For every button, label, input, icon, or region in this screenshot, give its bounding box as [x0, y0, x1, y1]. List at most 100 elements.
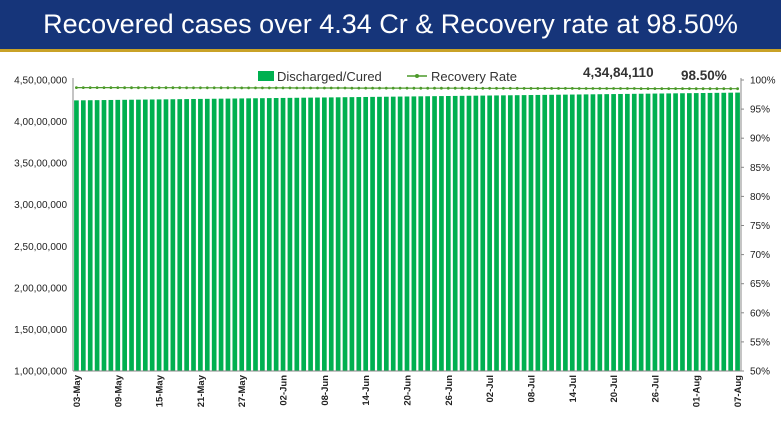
recovery-rate-point	[626, 87, 629, 90]
y2-tick-label: 85%	[750, 163, 770, 174]
y-tick-label: 4,50,00,000	[14, 76, 67, 87]
recovery-rate-point	[564, 87, 567, 90]
bar	[611, 94, 616, 371]
bar	[136, 99, 141, 371]
bar	[638, 93, 644, 372]
bar	[80, 100, 86, 371]
recovery-rate-point	[715, 87, 719, 91]
recovery-rate-point	[357, 86, 361, 90]
bar	[556, 94, 561, 372]
bar	[411, 96, 417, 371]
recovery-rate-point	[75, 86, 78, 89]
recovery-rate-point	[102, 86, 106, 89]
recovery-rate-point	[681, 87, 684, 90]
recovery-rate-point	[522, 87, 526, 90]
bar	[418, 96, 424, 371]
recovery-rate-point	[116, 86, 120, 89]
bar	[246, 98, 251, 371]
bar	[542, 94, 548, 372]
x-tick-label: 26-Jun	[444, 375, 455, 406]
recovery-rate-point	[529, 87, 533, 90]
bar	[156, 99, 162, 372]
bar	[597, 94, 603, 371]
recovery-rate-point	[137, 86, 140, 90]
x-tick-label: 14-Jul	[568, 375, 579, 402]
recovery-rate-point	[701, 87, 705, 91]
recovery-rate-point	[226, 86, 230, 90]
recovery-rate-point	[550, 87, 553, 90]
bar	[631, 93, 637, 371]
recovery-rate-point	[302, 86, 306, 90]
bar	[198, 98, 203, 371]
recovery-rate-point	[453, 86, 457, 90]
bar	[700, 93, 706, 371]
bar	[370, 96, 375, 371]
y2-tick-label: 60%	[750, 308, 770, 319]
recovery-rate-point	[309, 86, 312, 90]
bar	[129, 99, 134, 371]
bar	[735, 92, 740, 371]
bar	[528, 95, 534, 371]
bar	[184, 99, 189, 371]
recovery-rate-point	[515, 86, 519, 90]
bar	[294, 97, 300, 371]
bar	[211, 98, 217, 371]
recovery-rate-point	[240, 86, 244, 90]
y2-tick-label: 80%	[750, 192, 770, 203]
x-tick-label: 14-Jun	[361, 375, 372, 406]
recovery-rate-point	[433, 86, 436, 90]
bar	[625, 93, 630, 372]
x-tick-label: 15-May	[155, 374, 166, 407]
recovery-rate-point	[646, 87, 650, 90]
bar	[273, 98, 279, 372]
bar	[377, 96, 382, 371]
recovery-rate-point	[336, 86, 340, 90]
recovery-rate-point	[288, 86, 292, 90]
bar	[315, 97, 320, 371]
x-tick-label: 02-Jun	[279, 375, 290, 406]
bar	[583, 94, 589, 371]
x-tick-label: 20-Jun	[403, 375, 414, 406]
bar	[170, 99, 176, 372]
bar	[590, 94, 596, 372]
recovery-rate-point	[708, 87, 712, 91]
recovery-rate-point	[481, 86, 485, 90]
bar	[142, 99, 148, 371]
bar	[384, 96, 389, 371]
recovery-rate-point	[205, 86, 209, 90]
recovery-rate-point	[591, 87, 595, 90]
bar	[466, 95, 472, 371]
bar	[714, 92, 720, 371]
bar	[239, 98, 245, 372]
bar	[473, 95, 479, 372]
bar	[122, 99, 127, 372]
recovery-rate-point	[398, 86, 402, 90]
bar	[439, 96, 444, 371]
bar	[514, 95, 520, 371]
recovery-rate-point	[632, 87, 636, 90]
annotations: 4,34,84,110 98.50%	[583, 65, 727, 83]
annotation-latest-recovery-rate: 98.50%	[681, 68, 727, 83]
bar	[218, 98, 224, 372]
recovery-rate-point	[584, 87, 588, 90]
bar	[487, 95, 492, 372]
bar	[87, 100, 93, 372]
bar	[74, 100, 79, 372]
title-banner: Recovered cases over 4.34 Cr & Recovery …	[0, 0, 781, 52]
recovery-rate-point	[254, 86, 257, 90]
bar	[535, 94, 541, 371]
y2-tick-label: 70%	[750, 250, 770, 261]
bar	[452, 95, 458, 372]
recovery-rate-point	[88, 86, 92, 89]
bar	[322, 97, 327, 372]
bar	[576, 94, 582, 372]
bar	[108, 99, 114, 371]
recovery-rate-point	[639, 87, 643, 90]
legend-swatch-discharged	[258, 71, 274, 81]
bar	[163, 99, 169, 371]
recovery-rate-point	[199, 86, 202, 90]
legend-marker-recovery-rate	[415, 74, 419, 78]
bar	[445, 96, 451, 371]
recovery-rate-point	[274, 86, 278, 90]
